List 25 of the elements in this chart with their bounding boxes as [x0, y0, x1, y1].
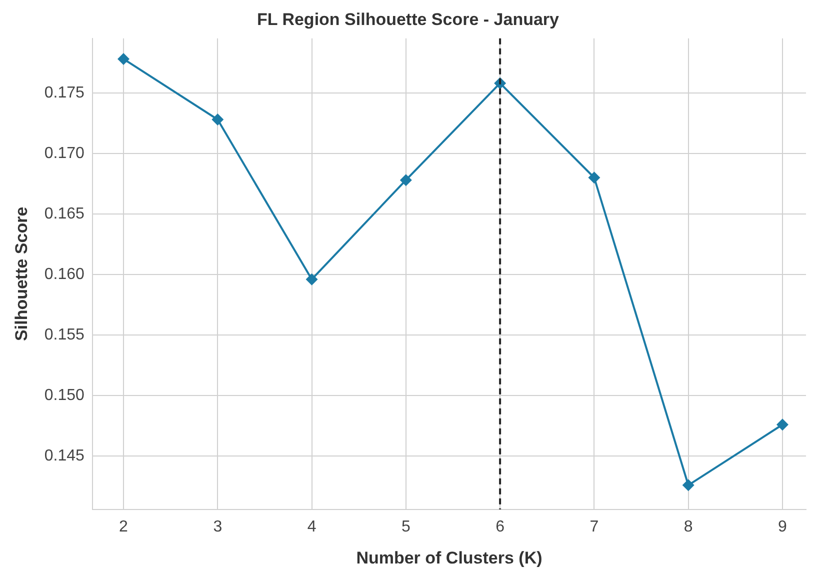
x-axis-title: Number of Clusters (K): [356, 548, 542, 568]
y-tick-label: 0.175: [44, 84, 85, 102]
x-tick-label: 9: [778, 518, 788, 536]
y-axis-title: Silhouette Score: [12, 206, 31, 341]
x-tick-label: 3: [213, 518, 222, 536]
y-tick-label: 0.165: [44, 205, 85, 222]
chart-title: FL Region Silhouette Score - January: [257, 10, 560, 29]
x-tick-label: 2: [119, 518, 128, 536]
y-tick-label: 0.170: [44, 144, 85, 162]
y-tick-label: 0.145: [44, 448, 85, 465]
x-tick-label: 4: [307, 518, 316, 536]
point: [306, 273, 318, 286]
point: [588, 172, 600, 184]
point: [682, 479, 694, 492]
x-tick-label: 5: [401, 518, 410, 536]
x-tick-label: 7: [590, 518, 599, 536]
y-tick-label: 0.160: [44, 266, 85, 283]
point: [776, 418, 788, 431]
point: [118, 52, 130, 65]
x-tick-label: 6: [496, 518, 505, 536]
x-tick-label: 8: [684, 518, 693, 536]
point: [212, 114, 224, 126]
y-tick-label: 0.155: [44, 326, 85, 344]
y-tick-label: 0.150: [44, 386, 85, 404]
point: [400, 174, 412, 186]
